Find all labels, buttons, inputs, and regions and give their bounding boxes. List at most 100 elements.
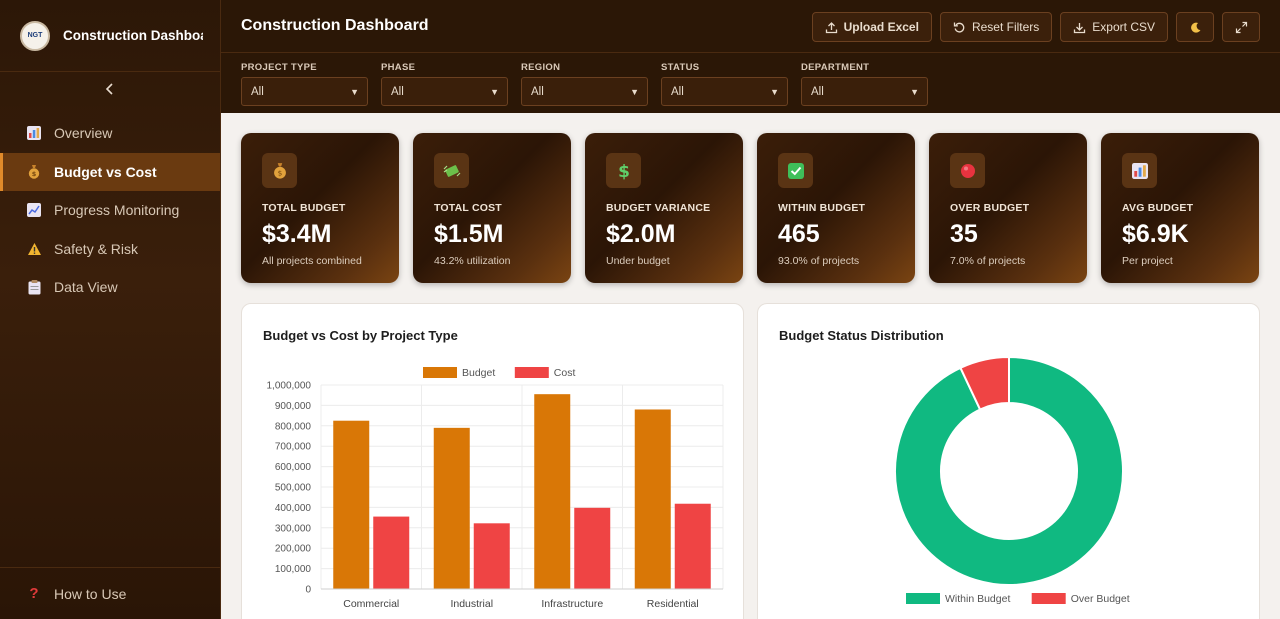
bar-budget-industrial — [433, 427, 470, 589]
legend-label-within-budget: Within Budget — [945, 593, 1010, 605]
slice-over-budget — [959, 355, 1010, 411]
upload-excel-button[interactable]: Upload Excel — [811, 12, 932, 42]
legend-swatch-cost — [514, 367, 549, 378]
legend-label-cost: Cost — [554, 367, 576, 379]
legend-label-over-budget: Over Budget — [1071, 593, 1130, 605]
select-value: All — [671, 85, 684, 98]
bar-cost-commercial — [373, 516, 410, 589]
filter-label: STATUS — [661, 62, 700, 73]
kpi-subtext: All projects combined — [262, 255, 362, 267]
sidebar-collapse-button[interactable] — [0, 72, 220, 106]
bar-budget-infrastructure — [534, 394, 571, 589]
sidebar-item-data-view[interactable]: Data View — [0, 268, 220, 307]
y-tick-label: 800,000 — [275, 421, 312, 432]
x-tick-label: Commercial — [343, 598, 399, 610]
caret-down-icon: ▼ — [630, 86, 639, 97]
flying-money-icon — [434, 153, 469, 188]
question-mark-icon: ? — [29, 585, 39, 602]
money-bag-icon: $ — [262, 153, 297, 188]
sidebar-item-label: Budget vs Cost — [54, 163, 157, 180]
sidebar-item-budget-vs-cost[interactable]: $ Budget vs Cost — [0, 152, 220, 191]
y-tick-label: 600,000 — [275, 462, 312, 473]
filter-bar: PROJECT TYPE All ▼ PHASE All ▼ REGION All ▼… — [221, 62, 1280, 106]
filter-label: DEPARTMENT — [801, 62, 870, 73]
theme-toggle-button[interactable] — [1176, 12, 1214, 42]
kpi-card-avg-budget: AVG BUDGET $6.9K Per project — [1101, 133, 1259, 283]
dollar-icon: $ — [606, 153, 641, 188]
download-icon — [1074, 22, 1086, 33]
fullscreen-button[interactable] — [1222, 12, 1260, 42]
kpi-card-total-budget: $ TOTAL BUDGET $3.4M All projects combin… — [241, 133, 399, 283]
donut-chart-title: Budget Status Distribution — [779, 328, 944, 343]
kpi-value: $2.0M — [606, 220, 676, 248]
reset-filters-button[interactable]: Reset Filters — [939, 12, 1053, 42]
line-chart-icon — [26, 202, 42, 218]
status-select[interactable]: All ▼ — [661, 77, 788, 106]
page-title: Construction Dashboard — [241, 17, 429, 34]
select-value: All — [811, 85, 824, 98]
upload-excel-label: Upload Excel — [843, 20, 919, 34]
kpi-value: 35 — [950, 220, 978, 248]
filter-project-type: PROJECT TYPE All ▼ — [241, 62, 368, 106]
filter-label: REGION — [521, 62, 561, 73]
header-actions: Upload Excel Reset Filters Export CSV — [811, 12, 1260, 42]
caret-down-icon: ▼ — [490, 86, 499, 97]
x-tick-label: Industrial — [450, 598, 493, 610]
department-select[interactable]: All ▼ — [801, 77, 928, 106]
sidebar-item-safety-risk[interactable]: Safety & Risk — [0, 230, 220, 269]
filter-status: STATUS All ▼ — [661, 62, 788, 106]
kpi-subtext: 43.2% utilization — [434, 255, 511, 267]
filter-phase: PHASE All ▼ — [381, 62, 508, 106]
filter-label: PHASE — [381, 62, 416, 73]
kpi-card-total-cost: TOTAL COST $1.5M 43.2% utilization — [413, 133, 571, 283]
y-tick-label: 500,000 — [275, 483, 312, 494]
sidebar-item-label: Progress Monitoring — [54, 202, 180, 219]
logo-text: NGT — [27, 32, 43, 39]
chevron-left-icon — [105, 83, 113, 95]
sidebar-item-overview[interactable]: Overview — [0, 114, 220, 153]
x-tick-label: Residential — [647, 598, 699, 610]
phase-select[interactable]: All ▼ — [381, 77, 508, 106]
kpi-card-over-budget: OVER BUDGET 35 7.0% of projects — [929, 133, 1087, 283]
company-logo: NGT — [20, 20, 50, 51]
export-csv-button[interactable]: Export CSV — [1060, 12, 1168, 42]
reset-icon — [953, 22, 965, 32]
bar-chart-icon — [26, 125, 42, 141]
svg-text:$: $ — [277, 169, 282, 178]
filter-label: PROJECT TYPE — [241, 62, 317, 73]
sidebar-item-progress-monitoring[interactable]: Progress Monitoring — [0, 191, 220, 230]
clipboard-icon — [26, 279, 42, 295]
y-tick-label: 400,000 — [275, 503, 312, 514]
topbar: Construction Dashboard Upload Excel Rese… — [221, 0, 1280, 53]
kpi-subtext: 7.0% of projects — [950, 255, 1026, 267]
kpi-value: 465 — [778, 220, 820, 248]
budget-status-chart: Within Budget Over Budget — [894, 355, 1130, 605]
sidebar-nav: Overview $ Budget vs Cost Progress Monit… — [0, 114, 220, 307]
bar-cost-infrastructure — [574, 507, 611, 589]
bar-chart-icon — [1122, 153, 1157, 188]
kpi-subtext: Per project — [1122, 255, 1173, 267]
check-icon — [778, 153, 813, 188]
bar-cost-industrial — [473, 523, 510, 589]
kpi-label: OVER BUDGET — [950, 202, 1030, 214]
header: Construction Dashboard Upload Excel Rese… — [221, 0, 1280, 113]
project-type-select[interactable]: All ▼ — [241, 77, 368, 106]
filter-department: DEPARTMENT All ▼ — [801, 62, 928, 106]
sidebar: NGT Construction Dashboar Overview $ Bud… — [0, 0, 221, 619]
y-tick-label: 0 — [305, 585, 311, 596]
caret-down-icon: ▼ — [770, 86, 779, 97]
kpi-label: TOTAL COST — [434, 202, 502, 214]
upload-icon — [825, 21, 837, 33]
legend-swatch-within-budget — [906, 593, 940, 604]
caret-down-icon: ▼ — [350, 86, 359, 97]
kpi-label: WITHIN BUDGET — [778, 202, 866, 214]
sidebar-item-label: Safety & Risk — [54, 240, 139, 257]
budget-status-panel: Budget Status Distribution Within Budget… — [757, 303, 1260, 619]
kpi-value: $1.5M — [434, 220, 504, 248]
kpi-row: $ TOTAL BUDGET $3.4M All projects combin… — [241, 133, 1259, 283]
bar-cost-residential — [674, 503, 711, 589]
help-link[interactable]: ? How to Use — [0, 567, 220, 619]
select-value: All — [391, 85, 404, 98]
kpi-subtext: Under budget — [606, 255, 670, 267]
region-select[interactable]: All ▼ — [521, 77, 648, 106]
